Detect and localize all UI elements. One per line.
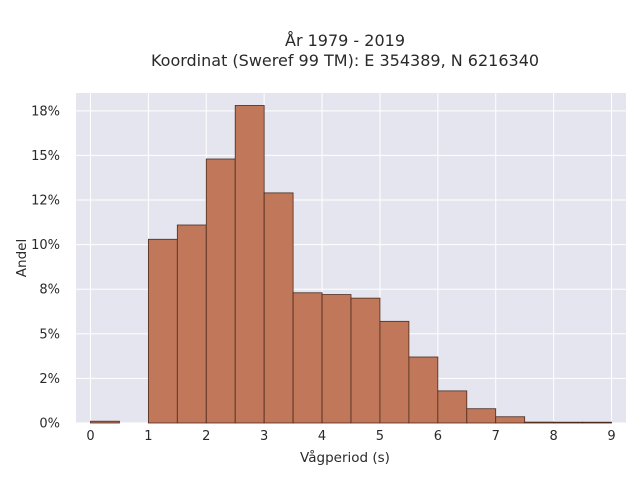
- histogram-bar-11: [408, 356, 439, 424]
- y-tick-label-7: 18%: [31, 104, 60, 119]
- histogram-bar-5: [234, 105, 265, 424]
- y-tick-label-5: 12%: [31, 194, 60, 209]
- histogram-bars: [90, 105, 612, 424]
- chart-title-line-2: Koordinat (Sweref 99 TM): E 354389, N 62…: [151, 51, 539, 70]
- histogram-bar-16: [553, 421, 583, 424]
- x-tick-label-4: 4: [318, 429, 326, 444]
- histogram-bar-2: [147, 238, 178, 424]
- y-axis-label: Andel: [14, 239, 30, 277]
- x-tick-label-0: 0: [86, 429, 94, 444]
- histogram-bar-15: [524, 421, 555, 424]
- y-axis-ticks: 0% 2% 5% 8% 10% 12% 15% 18%: [31, 104, 60, 431]
- histogram-bar-10: [379, 320, 410, 424]
- histogram-bar-6: [263, 192, 294, 424]
- x-tick-label-6: 6: [434, 429, 442, 444]
- x-tick-label-5: 5: [376, 429, 384, 444]
- x-axis-ticks: 0 1 2 3 4 5 6 7 8 9: [86, 429, 615, 444]
- chart-title-line-1: År 1979 - 2019: [285, 31, 405, 50]
- histogram-bar-4: [205, 158, 236, 424]
- histogram-bar-0: [90, 420, 120, 424]
- histogram-bar-3: [176, 224, 207, 424]
- y-tick-label-2: 5%: [39, 327, 60, 342]
- y-tick-label-1: 2%: [39, 372, 60, 387]
- x-tick-label-9: 9: [607, 429, 615, 444]
- x-tick-label-8: 8: [549, 429, 557, 444]
- histogram-bar-8: [321, 294, 352, 424]
- x-tick-label-7: 7: [492, 429, 500, 444]
- histogram-bar-9: [350, 297, 381, 424]
- y-tick-label-4: 10%: [31, 238, 60, 253]
- histogram-bar-7: [292, 292, 323, 424]
- histogram-bar-14: [495, 416, 526, 424]
- x-tick-label-2: 2: [202, 429, 210, 444]
- histogram-bar-17: [582, 421, 612, 424]
- x-tick-label-1: 1: [144, 429, 152, 444]
- y-tick-label-6: 15%: [31, 149, 60, 164]
- x-axis-label: Vågperiod (s): [300, 449, 390, 466]
- x-tick-label-3: 3: [260, 429, 268, 444]
- y-tick-label-3: 8%: [39, 283, 60, 298]
- histogram-bar-13: [466, 408, 497, 424]
- y-tick-label-0: 0%: [39, 417, 60, 432]
- histogram-bar-12: [437, 390, 468, 424]
